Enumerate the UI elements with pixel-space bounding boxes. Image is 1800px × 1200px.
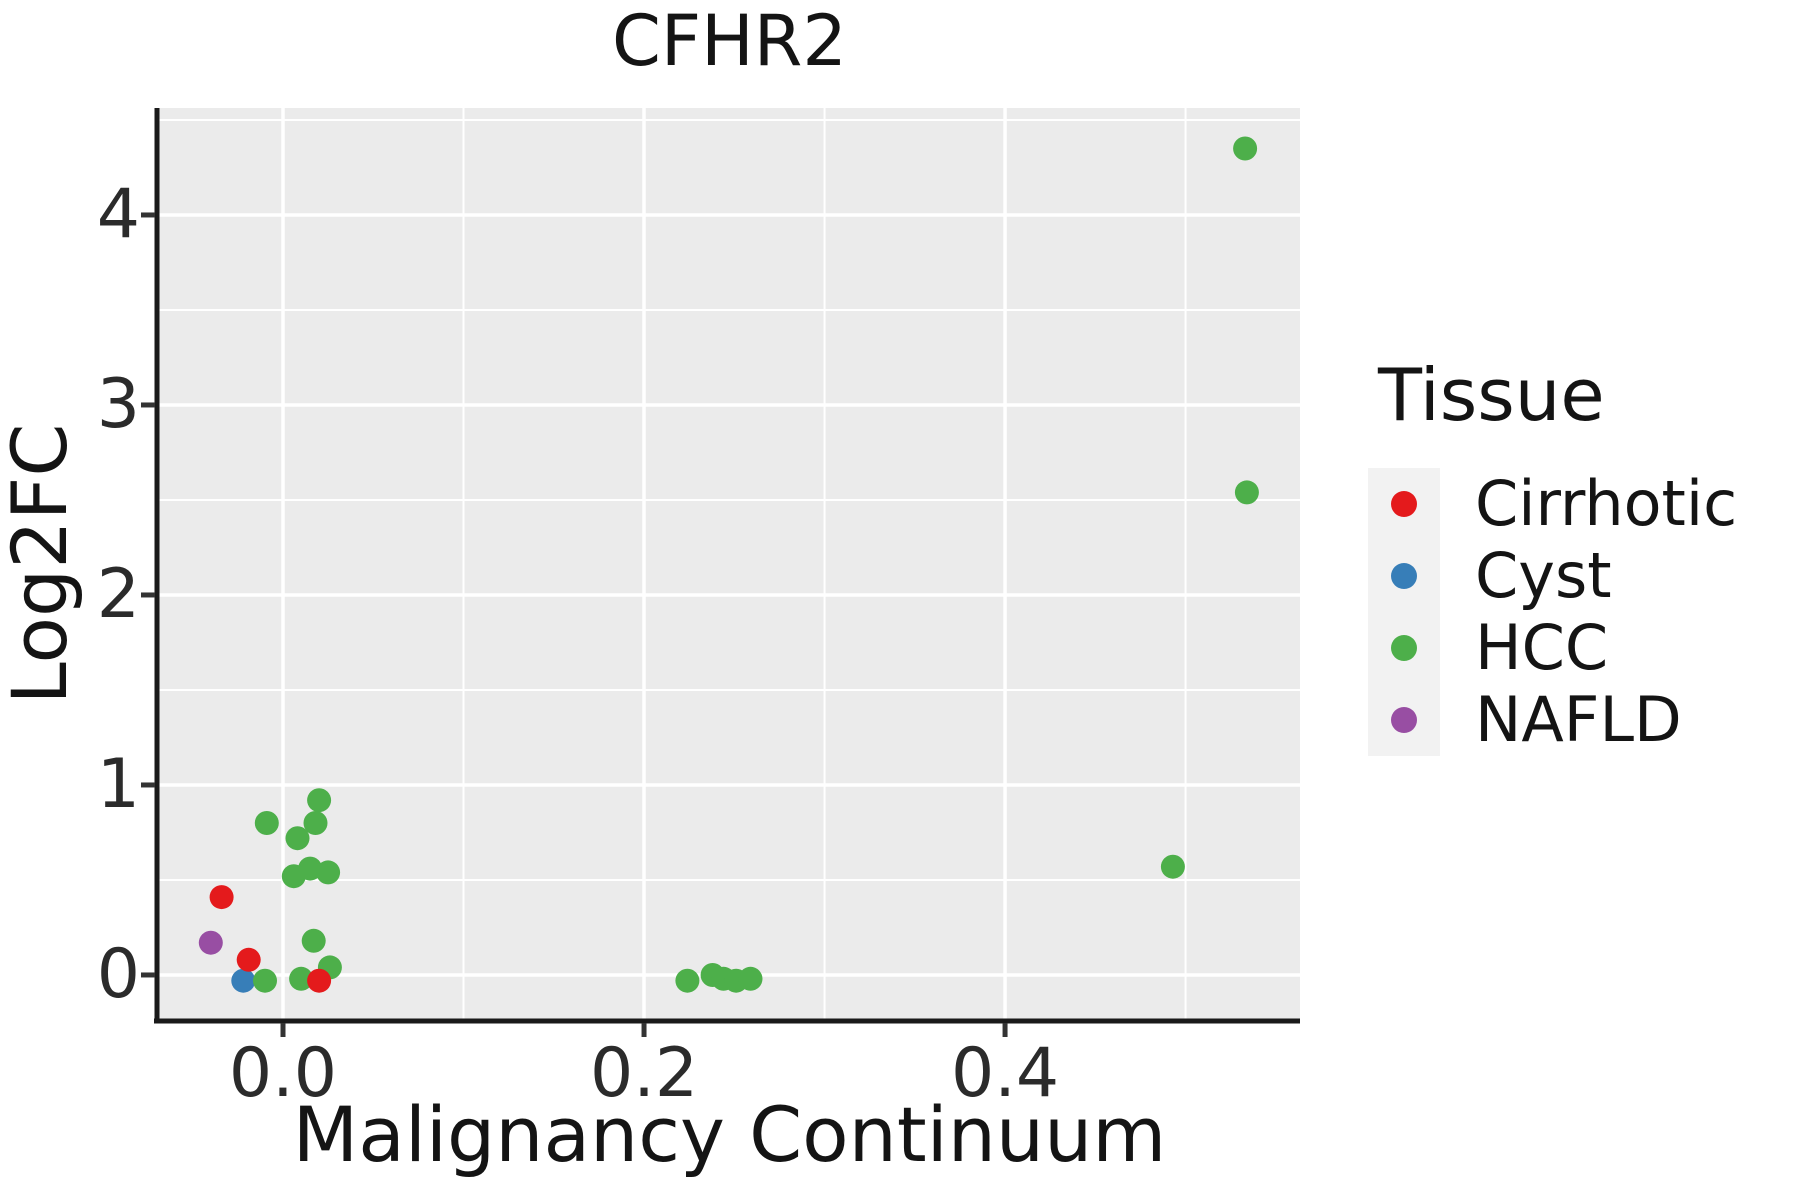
- data-point-hcc: [1234, 480, 1259, 505]
- legend-label-hcc: HCC: [1475, 611, 1609, 684]
- data-point-hcc: [298, 856, 323, 881]
- data-point-hcc: [301, 928, 326, 953]
- legend-label-cirrhotic: Cirrhotic: [1475, 467, 1738, 540]
- cyst-dot-icon: [1391, 563, 1417, 589]
- data-point-hcc: [1160, 854, 1185, 879]
- y-tick-label-3: 3: [96, 364, 140, 444]
- data-point-hcc: [675, 968, 700, 993]
- x-tick-label-1: 0.2: [589, 1034, 699, 1113]
- data-point-hcc: [253, 968, 277, 993]
- y-tick-label-2: 2: [96, 554, 140, 634]
- legend-key-nafld: [1368, 684, 1440, 756]
- data-point-nafld: [198, 930, 223, 955]
- data-point-hcc: [303, 811, 328, 835]
- data-point-cirrhotic: [209, 885, 234, 910]
- nafld-dot-icon: [1391, 707, 1417, 733]
- x-axis-title: Malignancy Continuum: [292, 1090, 1167, 1179]
- data-point-cirrhotic: [236, 947, 261, 972]
- legend-label-nafld: NAFLD: [1475, 683, 1682, 756]
- y-tick-label-1: 1: [96, 744, 140, 824]
- plot-panel: [159, 108, 1300, 1020]
- hcc-dot-icon: [1391, 635, 1417, 661]
- data-point-cirrhotic: [307, 968, 332, 993]
- data-point-hcc: [285, 826, 310, 851]
- cirrhotic-dot-icon: [1391, 491, 1417, 517]
- data-point-hcc: [738, 966, 763, 991]
- legend-label-cyst: Cyst: [1475, 539, 1612, 612]
- plot-title: CFHR2: [612, 0, 847, 82]
- data-point-hcc: [316, 860, 341, 885]
- data-point-hcc: [289, 966, 314, 991]
- data-point-hcc: [1233, 136, 1258, 161]
- data-point-hcc: [254, 811, 279, 835]
- y-tick-label-0: 0: [96, 934, 140, 1014]
- y-tick-label-4: 4: [96, 174, 140, 254]
- legend-key-cyst: [1368, 540, 1440, 612]
- legend-key-cirrhotic: [1368, 468, 1440, 540]
- legend-key-hcc: [1368, 612, 1440, 684]
- legend-title: Tissue: [1378, 353, 1605, 437]
- data-point-hcc: [307, 788, 332, 813]
- x-tick-label-2: 0.4: [950, 1034, 1060, 1113]
- x-tick-label-0: 0.0: [228, 1034, 338, 1113]
- data-point-cyst: [231, 968, 256, 993]
